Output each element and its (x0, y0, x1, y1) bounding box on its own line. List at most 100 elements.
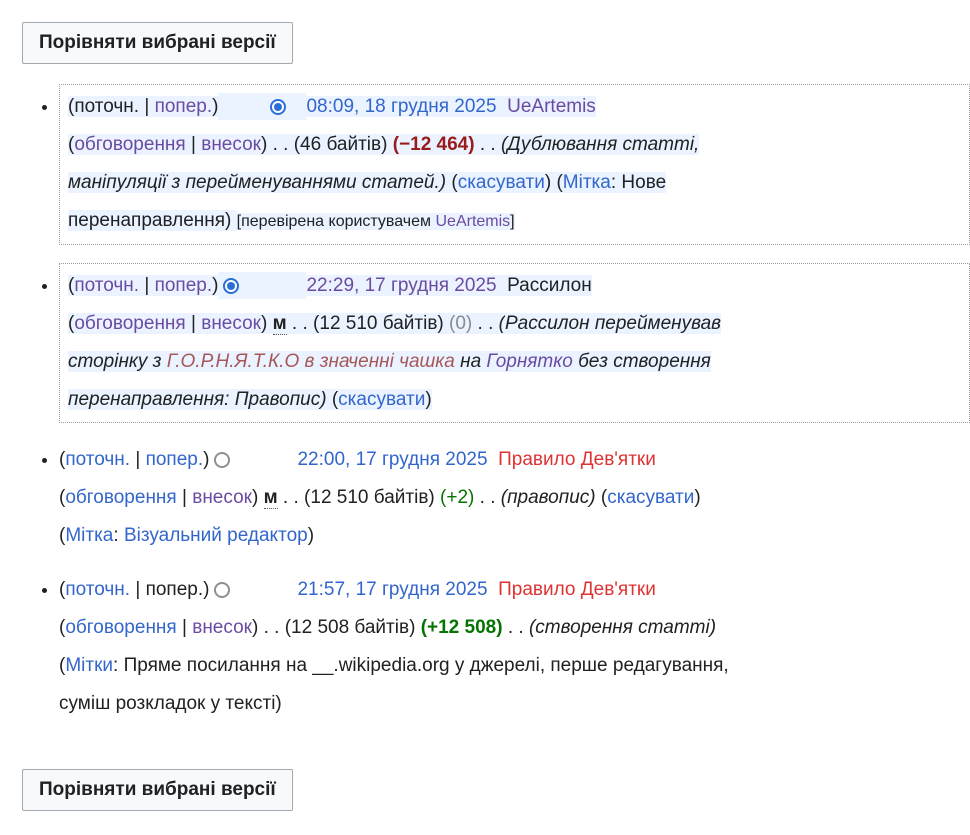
text: | (176, 487, 193, 508)
text (258, 487, 263, 508)
undo-link[interactable]: скасувати (338, 389, 426, 410)
text: ( (59, 449, 66, 470)
user-link[interactable]: UeArtemis (507, 96, 596, 117)
prev-link[interactable]: попер. (154, 275, 213, 296)
text: ) (260, 313, 268, 334)
user-link[interactable]: Рассилон (507, 275, 592, 296)
radio-select-older[interactable] (223, 277, 240, 294)
revision-row: (поточн. | попер.)08:09, 18 грудня 2025 … (59, 84, 970, 245)
edit-summary: перейменував (589, 313, 722, 334)
timestamp-link[interactable]: 21:57, 17 грудня 2025 (297, 579, 488, 600)
page-size: (12 510 байтів) (304, 487, 435, 508)
text (387, 134, 393, 155)
text: ) (212, 96, 219, 117)
tag-link[interactable]: Мітка (562, 172, 611, 193)
text: ) (425, 389, 432, 410)
edit-summary: маніпуляції з перейменуваннями статей.) (68, 172, 447, 193)
tag-link[interactable]: Мітка (65, 525, 114, 546)
user-link[interactable]: Правило Дев'ятки (498, 579, 656, 600)
tag-value: : Пряме посилання на __.wikipedia.org у … (113, 655, 729, 676)
text (488, 579, 499, 600)
radio-select-older[interactable] (214, 451, 231, 468)
revision-row: (поточн. | попер.)22:00, 17 грудня 2025 … (59, 441, 957, 555)
cur-link[interactable]: поточн. (65, 449, 131, 470)
timestamp-link[interactable]: 22:00, 17 грудня 2025 (297, 449, 488, 470)
cur-link[interactable]: поточн. (65, 579, 131, 600)
tag-visual-editor-link[interactable]: Візуальний редактор (123, 525, 308, 546)
text: ) ( (544, 172, 563, 193)
revision-row: (поточн. | попер.)21:57, 17 грудня 2025 … (59, 571, 957, 723)
text: : Нове (610, 172, 667, 193)
contribs-link[interactable]: внесок (201, 134, 261, 155)
radio-slot-b (264, 93, 307, 121)
text (496, 275, 508, 296)
radio-slot-a (209, 446, 255, 473)
patroller-link[interactable]: UeArtemis (435, 213, 511, 230)
old-title-link[interactable]: Г.О.Р.Н.Я.Т.К.О в значенні чашка (166, 351, 455, 372)
text: ( (498, 313, 505, 334)
byte-change-positive: (+2) (440, 487, 475, 508)
radio-slot-b (255, 576, 297, 603)
text (496, 96, 508, 117)
text: ( (59, 655, 66, 676)
compare-selected-versions-bottom-button[interactable]: Порівняти вибрані версії (22, 769, 293, 811)
text: . . (474, 134, 501, 155)
minor-edit-flag: м (263, 487, 278, 509)
text: (поточн. | (68, 96, 155, 117)
contribs-link[interactable]: внесок (201, 313, 261, 334)
text: . . (286, 313, 314, 334)
text: ) (251, 617, 259, 638)
new-title-link[interactable]: Горнятко (486, 351, 573, 372)
radio-slot-b (255, 446, 297, 473)
talk-link[interactable]: обговорення (74, 134, 186, 155)
text: ( (59, 579, 66, 600)
prev-link[interactable]: попер. (145, 449, 204, 470)
text: ( (68, 313, 75, 334)
edit-summary: сторінку з (68, 351, 167, 372)
radio-slot-a (209, 576, 255, 603)
talk-link[interactable]: обговорення (74, 313, 186, 334)
talk-link[interactable]: обговорення (65, 617, 177, 638)
patrol-note: [перевірена користувачем (236, 213, 436, 230)
text: . . (472, 313, 499, 334)
revision-row: (поточн. | попер.)22:29, 17 грудня 2025 … (59, 263, 970, 423)
text: | (130, 449, 146, 470)
text: ( (59, 525, 66, 546)
text: | попер.) (130, 579, 210, 600)
minor-edit-flag: м (272, 313, 287, 335)
text: | (139, 275, 155, 296)
cur-link[interactable]: поточн. (74, 275, 140, 296)
undo-link[interactable]: скасувати (457, 172, 545, 193)
edit-summary: (створення статті) (528, 617, 717, 638)
edit-summary: без створення (572, 351, 711, 372)
text: . . (258, 617, 285, 638)
text: ) (251, 487, 259, 508)
timestamp-link[interactable]: 22:29, 17 грудня 2025 (306, 275, 497, 296)
contribs-link[interactable]: внесок (192, 487, 252, 508)
talk-link[interactable]: обговорення (65, 487, 177, 508)
tag-value: перенаправлення) (68, 210, 232, 231)
text: | (185, 134, 202, 155)
text: ( (326, 389, 339, 410)
revision-list: (поточн. | попер.)08:09, 18 грудня 2025 … (22, 84, 970, 723)
undo-link[interactable]: скасувати (607, 487, 695, 508)
text: ) (212, 275, 219, 296)
contribs-link[interactable]: внесок (192, 617, 252, 638)
edit-summary: (правопис) (500, 487, 596, 508)
tag-value: суміш розкладок у тексті) (59, 693, 282, 714)
page-size: (46 байтів) (293, 134, 388, 155)
radio-select-older[interactable] (214, 581, 231, 598)
timestamp-link[interactable]: 08:09, 18 грудня 2025 (306, 96, 497, 117)
byte-change-positive: (+12 508) (420, 617, 503, 638)
text: ( (68, 275, 75, 296)
radio-select-newer[interactable] (270, 98, 287, 115)
prev-link[interactable]: попер. (154, 96, 213, 117)
tags-link[interactable]: Мітки (65, 655, 114, 676)
user-link[interactable]: Правило Дев'ятки (498, 449, 656, 470)
edit-summary: (Дублювання статті, (500, 134, 700, 155)
patrol-note: ] (510, 213, 515, 230)
text (443, 313, 450, 334)
text: ) (307, 525, 315, 546)
compare-selected-versions-top-button[interactable]: Порівняти вибрані версії (22, 22, 293, 64)
radio-slot-b (264, 272, 307, 300)
